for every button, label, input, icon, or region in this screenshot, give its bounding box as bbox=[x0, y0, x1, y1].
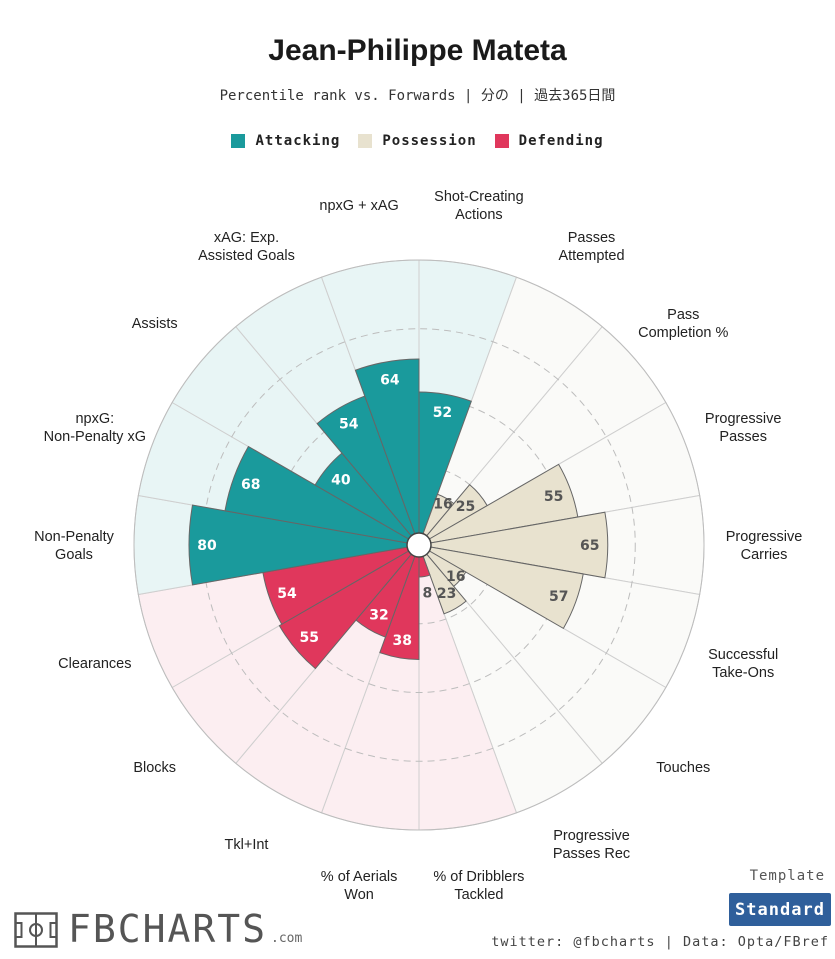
chart-title: Jean-Philippe Mateta bbox=[268, 34, 567, 67]
value-label-npxg-non-penalty-xg: 68 bbox=[241, 477, 260, 493]
value-label-pass-completion: 25 bbox=[456, 499, 475, 515]
template-standard-button[interactable]: Standard bbox=[729, 893, 831, 926]
chart-subtitle: Percentile rank vs. Forwards | 分の | 過去36… bbox=[219, 88, 616, 104]
category-label-of-dribblers-tackled: % of Dribblers Tackled bbox=[433, 869, 524, 903]
gridline-ring-75 bbox=[202, 328, 636, 762]
category-label-blocks: Blocks bbox=[133, 760, 176, 776]
legend-label-defending: Defending bbox=[518, 133, 604, 149]
value-label-assists: 40 bbox=[331, 472, 351, 488]
fbcharts-logo: FBCHARTS .com bbox=[14, 908, 302, 948]
pitch-icon bbox=[14, 912, 58, 948]
value-label-progressive-passes-rec: 23 bbox=[437, 586, 456, 602]
legend-swatch-attacking bbox=[231, 134, 246, 148]
credit-text: twitter: @fbcharts | Data: Opta/FBref bbox=[491, 934, 829, 950]
category-label-npxg-non-penalty-xg: npxG: Non-Penalty xG bbox=[44, 411, 146, 445]
category-label-progressive-passes: Progressive Passes bbox=[705, 411, 782, 445]
value-label-progressive-carries: 65 bbox=[580, 538, 599, 554]
value-label-of-aerials-won: 38 bbox=[393, 633, 412, 649]
value-label-of-dribblers-tackled: 8 bbox=[422, 585, 432, 601]
value-label-tkl-int: 32 bbox=[369, 607, 388, 623]
category-label-progressive-carries: Progressive Carries bbox=[726, 529, 803, 563]
center-hub bbox=[406, 532, 432, 558]
category-label-assists: Assists bbox=[132, 316, 178, 332]
value-label-passes-attempted: 16 bbox=[433, 496, 452, 512]
category-label-clearances: Clearances bbox=[58, 656, 131, 672]
category-label-touches: Touches bbox=[656, 760, 710, 776]
legend-swatch-possession bbox=[358, 134, 373, 148]
value-label-xag-exp-assisted-goals: 54 bbox=[339, 416, 359, 432]
value-label-npxg-xag: 64 bbox=[380, 373, 400, 389]
legend-label-possession: Possession bbox=[382, 133, 477, 149]
logo-suffix: .com bbox=[271, 931, 303, 946]
legend-item-possession: Possession bbox=[358, 133, 476, 149]
category-label-xag-exp-assisted-goals: xAG: Exp. Assisted Goals bbox=[198, 230, 295, 264]
category-label-non-penalty-goals: Non-Penalty Goals bbox=[34, 529, 115, 563]
legend-item-defending: Defending bbox=[494, 133, 604, 149]
category-label-passes-attempted: Passes Attempted bbox=[558, 230, 624, 264]
legend-swatch-defending bbox=[494, 134, 509, 148]
value-label-shot-creating-actions: 52 bbox=[433, 405, 452, 421]
value-label-successful-take-ons: 57 bbox=[549, 589, 568, 605]
category-label-progressive-passes-rec: Progressive Passes Rec bbox=[553, 828, 630, 862]
value-label-clearances: 54 bbox=[277, 586, 297, 602]
legend: Attacking Possession Defending bbox=[0, 133, 835, 149]
value-label-touches: 16 bbox=[446, 569, 465, 585]
gridline-ring-100 bbox=[133, 259, 705, 831]
value-label-progressive-passes: 55 bbox=[544, 489, 563, 505]
legend-label-attacking: Attacking bbox=[255, 133, 341, 149]
template-label: Template bbox=[749, 868, 825, 884]
category-label-of-aerials-won: % of Aerials Won bbox=[321, 869, 398, 903]
logo-text: FBCHARTS bbox=[68, 907, 268, 951]
value-label-blocks: 55 bbox=[300, 630, 319, 646]
legend-item-attacking: Attacking bbox=[231, 133, 340, 149]
category-label-npxg-xag: npxG + xAG bbox=[319, 198, 398, 214]
category-label-pass-completion: Pass Completion % bbox=[638, 307, 728, 341]
category-label-tkl-int: Tkl+Int bbox=[225, 837, 269, 853]
category-label-shot-creating-actions: Shot-Creating Actions bbox=[434, 189, 523, 223]
value-label-non-penalty-goals: 80 bbox=[197, 538, 217, 554]
category-label-successful-take-ons: Successful Take-Ons bbox=[708, 647, 778, 681]
